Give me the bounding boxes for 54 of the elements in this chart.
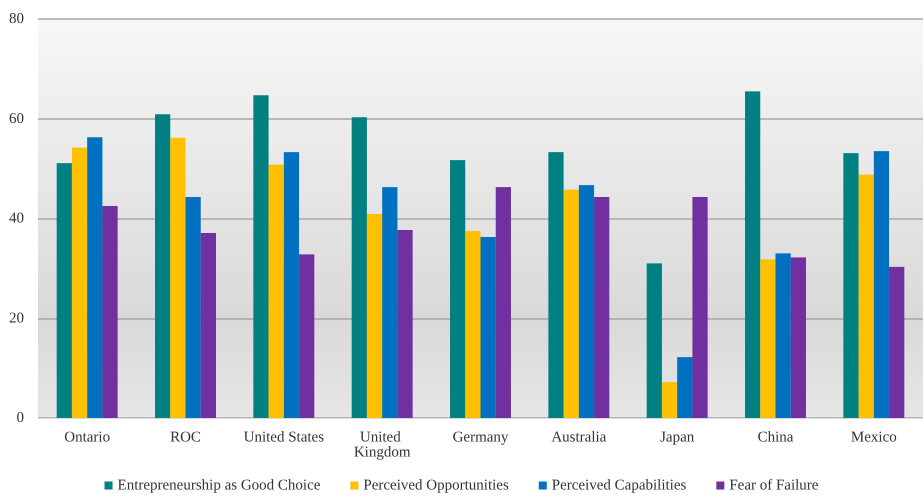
bar	[745, 91, 760, 418]
legend-label: Perceived Capabilities	[552, 478, 686, 494]
bar	[170, 138, 186, 418]
y-tick-label: 0	[16, 410, 24, 426]
bar	[843, 153, 859, 418]
x-tick-label: Japan	[660, 430, 695, 446]
legend-label: Fear of Failure	[729, 478, 819, 494]
bar	[284, 152, 300, 418]
bar	[366, 214, 382, 418]
bar	[548, 152, 564, 418]
bar	[578, 185, 594, 418]
x-tick-label: China	[758, 430, 794, 446]
bar	[155, 114, 170, 418]
x-tick-label: United States	[244, 430, 324, 446]
legend-label: Perceived Opportunities	[363, 478, 509, 494]
bar	[858, 174, 874, 418]
bar	[299, 254, 314, 418]
bar	[692, 197, 708, 418]
bar	[776, 253, 791, 418]
bar	[397, 230, 413, 418]
bar	[790, 257, 806, 418]
bar	[186, 197, 201, 418]
bar	[496, 187, 511, 418]
bar	[253, 95, 269, 418]
bar	[87, 137, 102, 418]
x-tick-label: United Kingdom	[354, 430, 411, 460]
bar	[352, 117, 367, 418]
bar	[564, 190, 579, 418]
bar	[102, 206, 118, 418]
bar	[465, 230, 480, 418]
x-tick-label: Mexico	[850, 430, 897, 446]
bar	[480, 236, 496, 418]
bar	[200, 232, 216, 418]
bar	[56, 163, 72, 418]
bar	[677, 357, 692, 418]
x-tick-label: ROC	[170, 430, 201, 446]
x-tick-label: Australia	[551, 430, 607, 446]
bar	[646, 263, 662, 418]
x-tick-label: Ontario	[64, 430, 110, 446]
y-tick-label: 60	[9, 110, 24, 127]
legend-label: Entrepreneurship as Good Choice	[118, 478, 321, 494]
y-tick-label: 20	[9, 310, 24, 326]
y-tick-label: 80	[9, 11, 24, 27]
y-tick-label: 40	[9, 210, 24, 226]
bar	[72, 148, 88, 418]
bar	[889, 266, 904, 418]
bar	[382, 187, 398, 418]
bar	[662, 382, 678, 418]
bar	[594, 197, 610, 418]
bar	[874, 151, 890, 418]
x-tick-label: Germany	[452, 430, 509, 446]
bar	[450, 160, 466, 418]
bar	[268, 164, 284, 418]
bar	[760, 259, 776, 418]
